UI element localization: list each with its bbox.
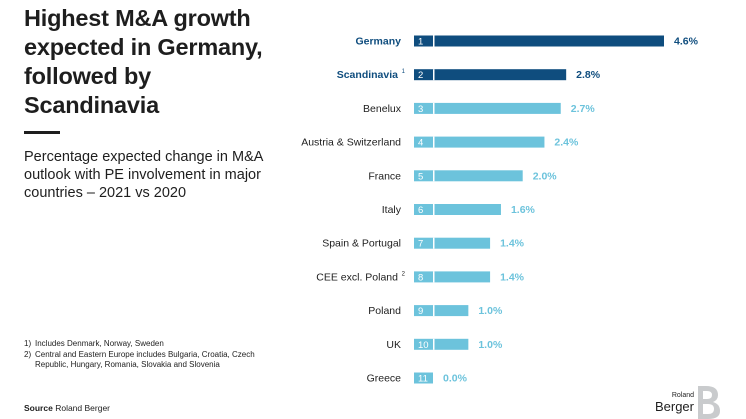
category-label-4: Austria & Switzerland (301, 137, 401, 149)
bar-5 (414, 170, 523, 182)
category-label-7: Spain & Portugal (322, 238, 401, 250)
bar-rank-separator-3 (433, 102, 435, 114)
bar-rank-6: 6 (418, 205, 423, 216)
title-divider (24, 131, 60, 134)
bar-rank-7: 7 (418, 239, 423, 250)
bar-rank-4: 4 (418, 138, 423, 149)
bar-rank-9: 9 (418, 306, 423, 317)
value-label-6: 1.6% (511, 204, 536, 216)
bar-rank-8: 8 (418, 272, 423, 283)
roland-berger-logo: Roland Berger (655, 386, 720, 419)
bar-rank-11: 11 (418, 374, 428, 385)
bar-11 (414, 372, 433, 384)
value-label-10: 1.0% (478, 339, 503, 351)
footnotes: 1) Includes Denmark, Norway, Sweden 2) C… (24, 339, 264, 371)
bar-rank-separator-2 (433, 69, 435, 81)
bar-rank-5: 5 (418, 171, 423, 182)
category-label-10: UK (386, 339, 401, 351)
value-label-8: 1.4% (500, 271, 525, 283)
bar-rank-separator-8 (433, 271, 435, 283)
bar-rank-3: 3 (418, 104, 423, 115)
bar-4 (414, 136, 545, 148)
category-superscript-2: 1 (402, 69, 406, 75)
category-label-9: Poland (368, 305, 401, 317)
footnote-1-text: Includes Denmark, Norway, Sweden (35, 339, 164, 348)
bar-rank-separator-4 (433, 136, 435, 148)
bar-9 (414, 305, 469, 317)
source-text: Roland Berger (55, 403, 111, 413)
bar-rank-10: 10 (418, 340, 429, 351)
value-label-1: 4.6% (674, 36, 699, 48)
bar-rank-separator-1 (433, 35, 435, 47)
logo-b-mark (698, 386, 720, 419)
bar-10 (414, 338, 469, 350)
footnote-2-mark: 2) (24, 349, 32, 359)
category-label-2: Scandinavia (337, 69, 398, 81)
logo-b-counter (703, 391, 714, 414)
bar-rank-separator-10 (433, 338, 435, 350)
value-label-11: 0.0% (443, 373, 468, 385)
logo-word-berger: Berger (655, 399, 695, 414)
logo-word-roland: Roland (672, 392, 694, 399)
category-label-1: Germany (355, 36, 401, 48)
source-label: Source (24, 403, 53, 413)
chart-subtitle: Percentage expected change in M&A outloo… (24, 149, 263, 201)
value-label-4: 2.4% (554, 137, 579, 149)
value-label-9: 1.0% (478, 305, 503, 317)
bar-1 (414, 35, 664, 47)
bar-7 (414, 237, 491, 249)
footnote-1: 1) Includes Denmark, Norway, Sweden (24, 339, 264, 350)
bar-6 (414, 204, 501, 215)
category-label-6: Italy (382, 204, 402, 216)
bar-rank-separator-6 (433, 204, 435, 215)
bar-rank-separator-9 (433, 305, 435, 317)
bar-8 (414, 271, 491, 283)
bar-rank-1: 1 (418, 37, 423, 48)
footnote-2: 2) Central and Eastern Europe includes B… (24, 350, 264, 371)
value-label-5: 2.0% (533, 170, 558, 182)
category-label-5: France (368, 170, 401, 182)
category-superscript-8: 2 (402, 271, 406, 277)
value-label-2: 2.8% (576, 69, 601, 81)
category-label-8: CEE excl. Poland (316, 271, 398, 283)
bar-rank-2: 2 (418, 70, 423, 81)
footnote-1-mark: 1) (24, 339, 32, 348)
footnote-2-text: Central and Eastern Europe includes Bulg… (35, 349, 255, 370)
source-line: Source Roland Berger (24, 403, 110, 413)
bar-rank-separator-5 (433, 170, 435, 182)
bar-rank-separator-7 (433, 237, 435, 249)
category-label-11: Greece (367, 373, 402, 385)
bar-3 (414, 102, 561, 114)
value-label-7: 1.4% (500, 238, 525, 250)
headline: Highest M&A growth expected in Germany, … (24, 5, 263, 118)
value-label-3: 2.7% (571, 103, 596, 115)
bar-2 (414, 69, 567, 81)
category-label-3: Benelux (363, 103, 402, 115)
